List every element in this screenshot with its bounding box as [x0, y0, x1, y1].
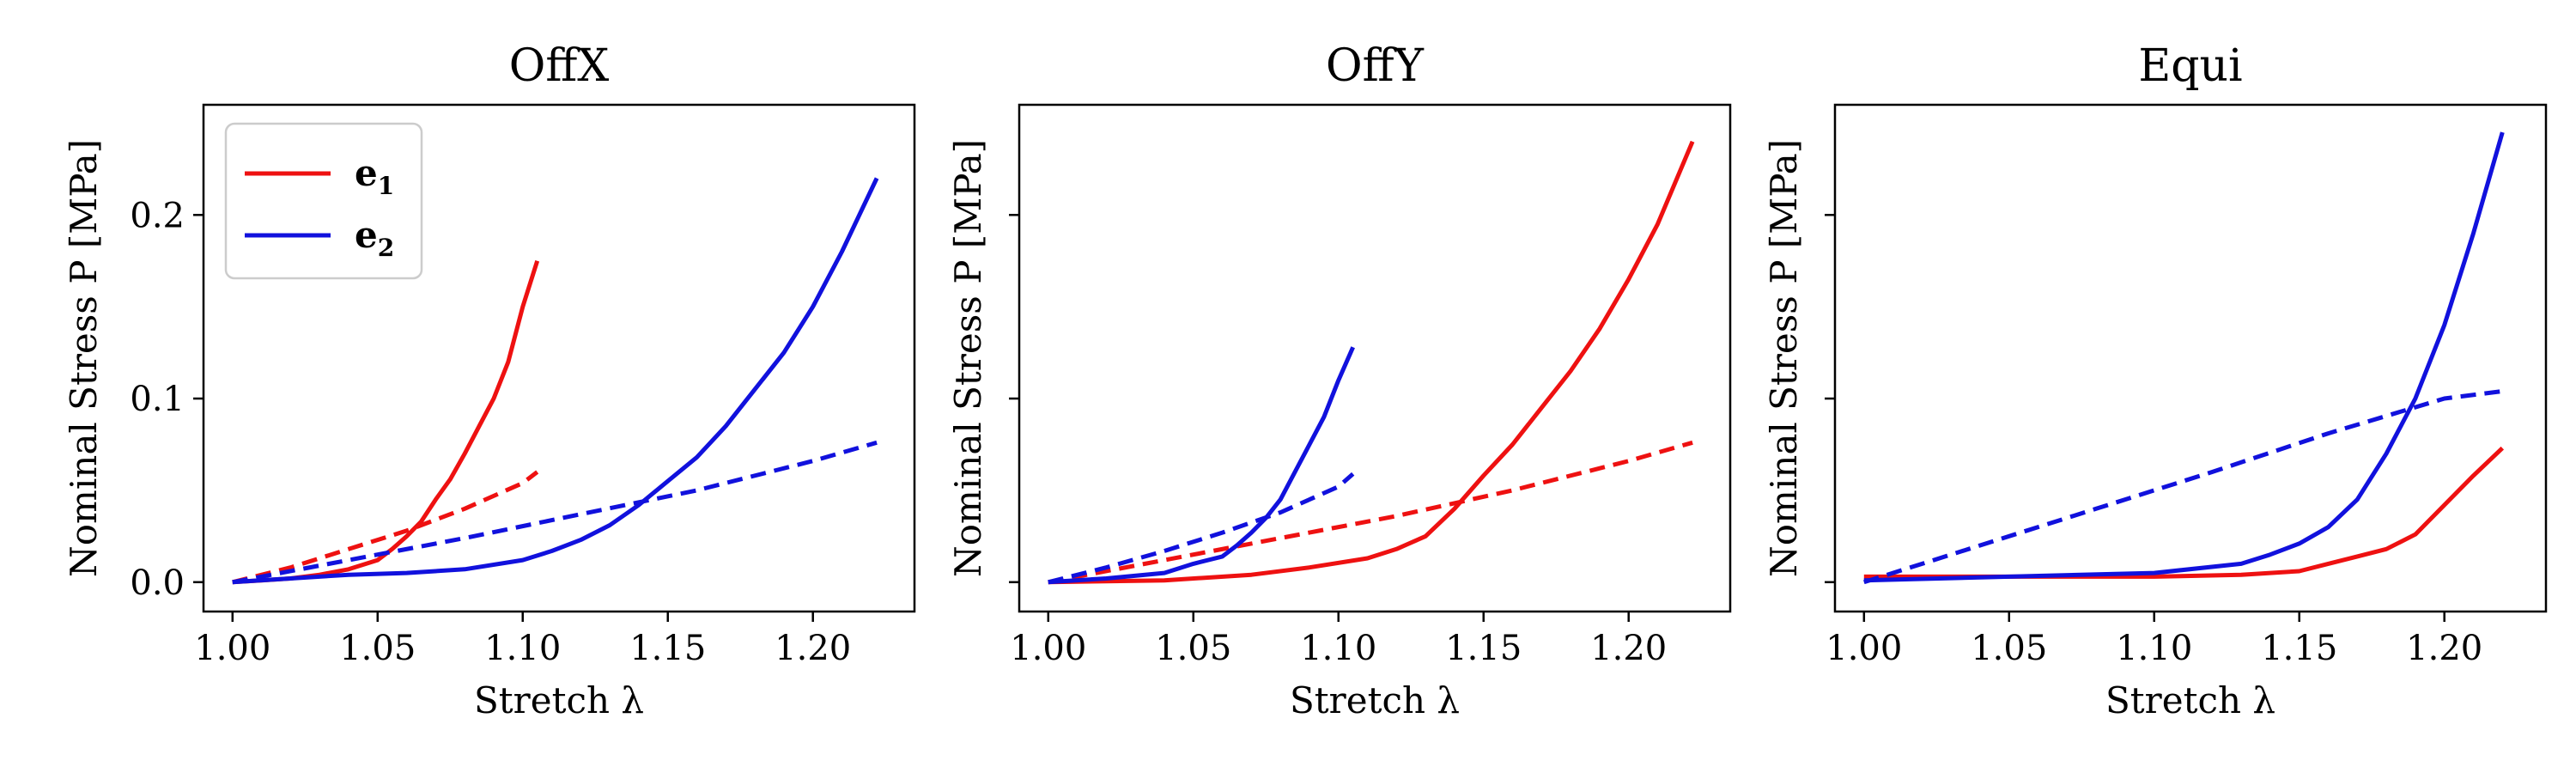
series-group: [1863, 131, 2505, 585]
plot-frame: [1018, 103, 1732, 613]
legend-subscript-2: 2: [378, 234, 394, 262]
x-tick-label: 1.10: [2116, 629, 2192, 668]
chart-title: OffX: [509, 40, 610, 92]
y-tick-label: 0.1: [130, 380, 185, 419]
series-line-3-solid: [1048, 346, 1355, 585]
x-tick-label: 1.10: [1300, 629, 1376, 668]
chart-panel-3: Equi 1.00 1.05 1.10 1.15 1.20 Stretch λ Nominal…: [1763, 40, 2548, 721]
legend-box: [224, 122, 423, 280]
y-tick-label: 0.2: [130, 196, 185, 235]
x-axis-label: Stretch λ: [1290, 679, 1460, 721]
chart-title: OffY: [1326, 40, 1425, 92]
series-group: [1048, 140, 1695, 585]
series-line-2-dashed: [1863, 389, 2503, 585]
x-tick-label: 1.10: [484, 629, 561, 668]
series-line-4-dashed: [232, 440, 878, 585]
legend-subscript-1: 1: [378, 172, 394, 200]
series-line-1-solid: [1048, 140, 1695, 585]
series-line-3-solid: [1863, 131, 2505, 583]
x-tick-label: 1.15: [629, 629, 706, 668]
x-axis-label: Stretch λ: [474, 679, 644, 721]
x-tick-label: 1.15: [2261, 629, 2337, 668]
x-tick-label: 1.05: [1155, 629, 1231, 668]
chart-panel-1: OffX 1.00 1.05 1.10 1.15 1.20 0.0 0.1 0.2 Stretch…: [63, 40, 916, 721]
x-tick-label: 1.00: [194, 629, 270, 668]
series-line-3-solid: [232, 177, 879, 585]
x-axis-label: Stretch λ: [2105, 679, 2275, 721]
x-tick-label: 1.20: [1590, 629, 1667, 668]
x-tick-label: 1.05: [1971, 629, 2047, 668]
chart-title: Equi: [2138, 40, 2242, 92]
plot-frame: [1833, 103, 2548, 613]
series-line-2-dashed: [1048, 440, 1693, 585]
x-tick-label: 1.05: [339, 629, 416, 668]
x-tick-label: 1.20: [2406, 629, 2482, 668]
y-tick-label: 0.0: [130, 563, 185, 603]
x-tick-label: 1.15: [1445, 629, 1522, 668]
plot-frame: [202, 103, 916, 613]
x-tick-label: 1.20: [775, 629, 851, 668]
y-axis-label: Nominal Stress P [MPa]: [63, 139, 105, 577]
series-group: [232, 177, 879, 585]
series-line-1-solid: [232, 259, 540, 585]
x-tick-label: 1.00: [1010, 629, 1086, 668]
y-axis-label: Nominal Stress P [MPa]: [947, 139, 989, 577]
chart-panel-2: OffY 1.00 1.05 1.10 1.15 1.20 Stretch λ Nominal…: [947, 40, 1732, 721]
series-line-4-dashed: [1048, 472, 1355, 585]
series-line-1-solid: [1863, 446, 2505, 579]
y-axis-label: Nominal Stress P [MPa]: [1763, 139, 1805, 577]
x-tick-label: 1.00: [1826, 629, 1902, 668]
series-line-2-dashed: [232, 470, 539, 585]
